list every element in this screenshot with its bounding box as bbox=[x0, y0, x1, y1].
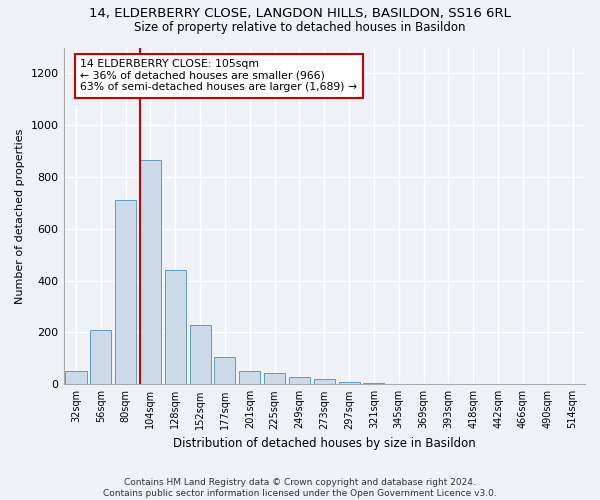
Text: Size of property relative to detached houses in Basildon: Size of property relative to detached ho… bbox=[134, 21, 466, 34]
X-axis label: Distribution of detached houses by size in Basildon: Distribution of detached houses by size … bbox=[173, 437, 476, 450]
Bar bbox=[214, 357, 235, 384]
Text: Contains HM Land Registry data © Crown copyright and database right 2024.
Contai: Contains HM Land Registry data © Crown c… bbox=[103, 478, 497, 498]
Bar bbox=[338, 382, 359, 384]
Text: 14, ELDERBERRY CLOSE, LANGDON HILLS, BASILDON, SS16 6RL: 14, ELDERBERRY CLOSE, LANGDON HILLS, BAS… bbox=[89, 8, 511, 20]
Bar bbox=[140, 160, 161, 384]
Bar bbox=[289, 376, 310, 384]
Text: 14 ELDERBERRY CLOSE: 105sqm
← 36% of detached houses are smaller (966)
63% of se: 14 ELDERBERRY CLOSE: 105sqm ← 36% of det… bbox=[80, 59, 358, 92]
Bar bbox=[90, 330, 112, 384]
Y-axis label: Number of detached properties: Number of detached properties bbox=[15, 128, 25, 304]
Bar bbox=[314, 379, 335, 384]
Bar bbox=[165, 270, 186, 384]
Bar bbox=[115, 200, 136, 384]
Bar bbox=[264, 372, 285, 384]
Bar bbox=[65, 372, 86, 384]
Bar bbox=[364, 383, 385, 384]
Bar bbox=[239, 372, 260, 384]
Bar bbox=[190, 324, 211, 384]
